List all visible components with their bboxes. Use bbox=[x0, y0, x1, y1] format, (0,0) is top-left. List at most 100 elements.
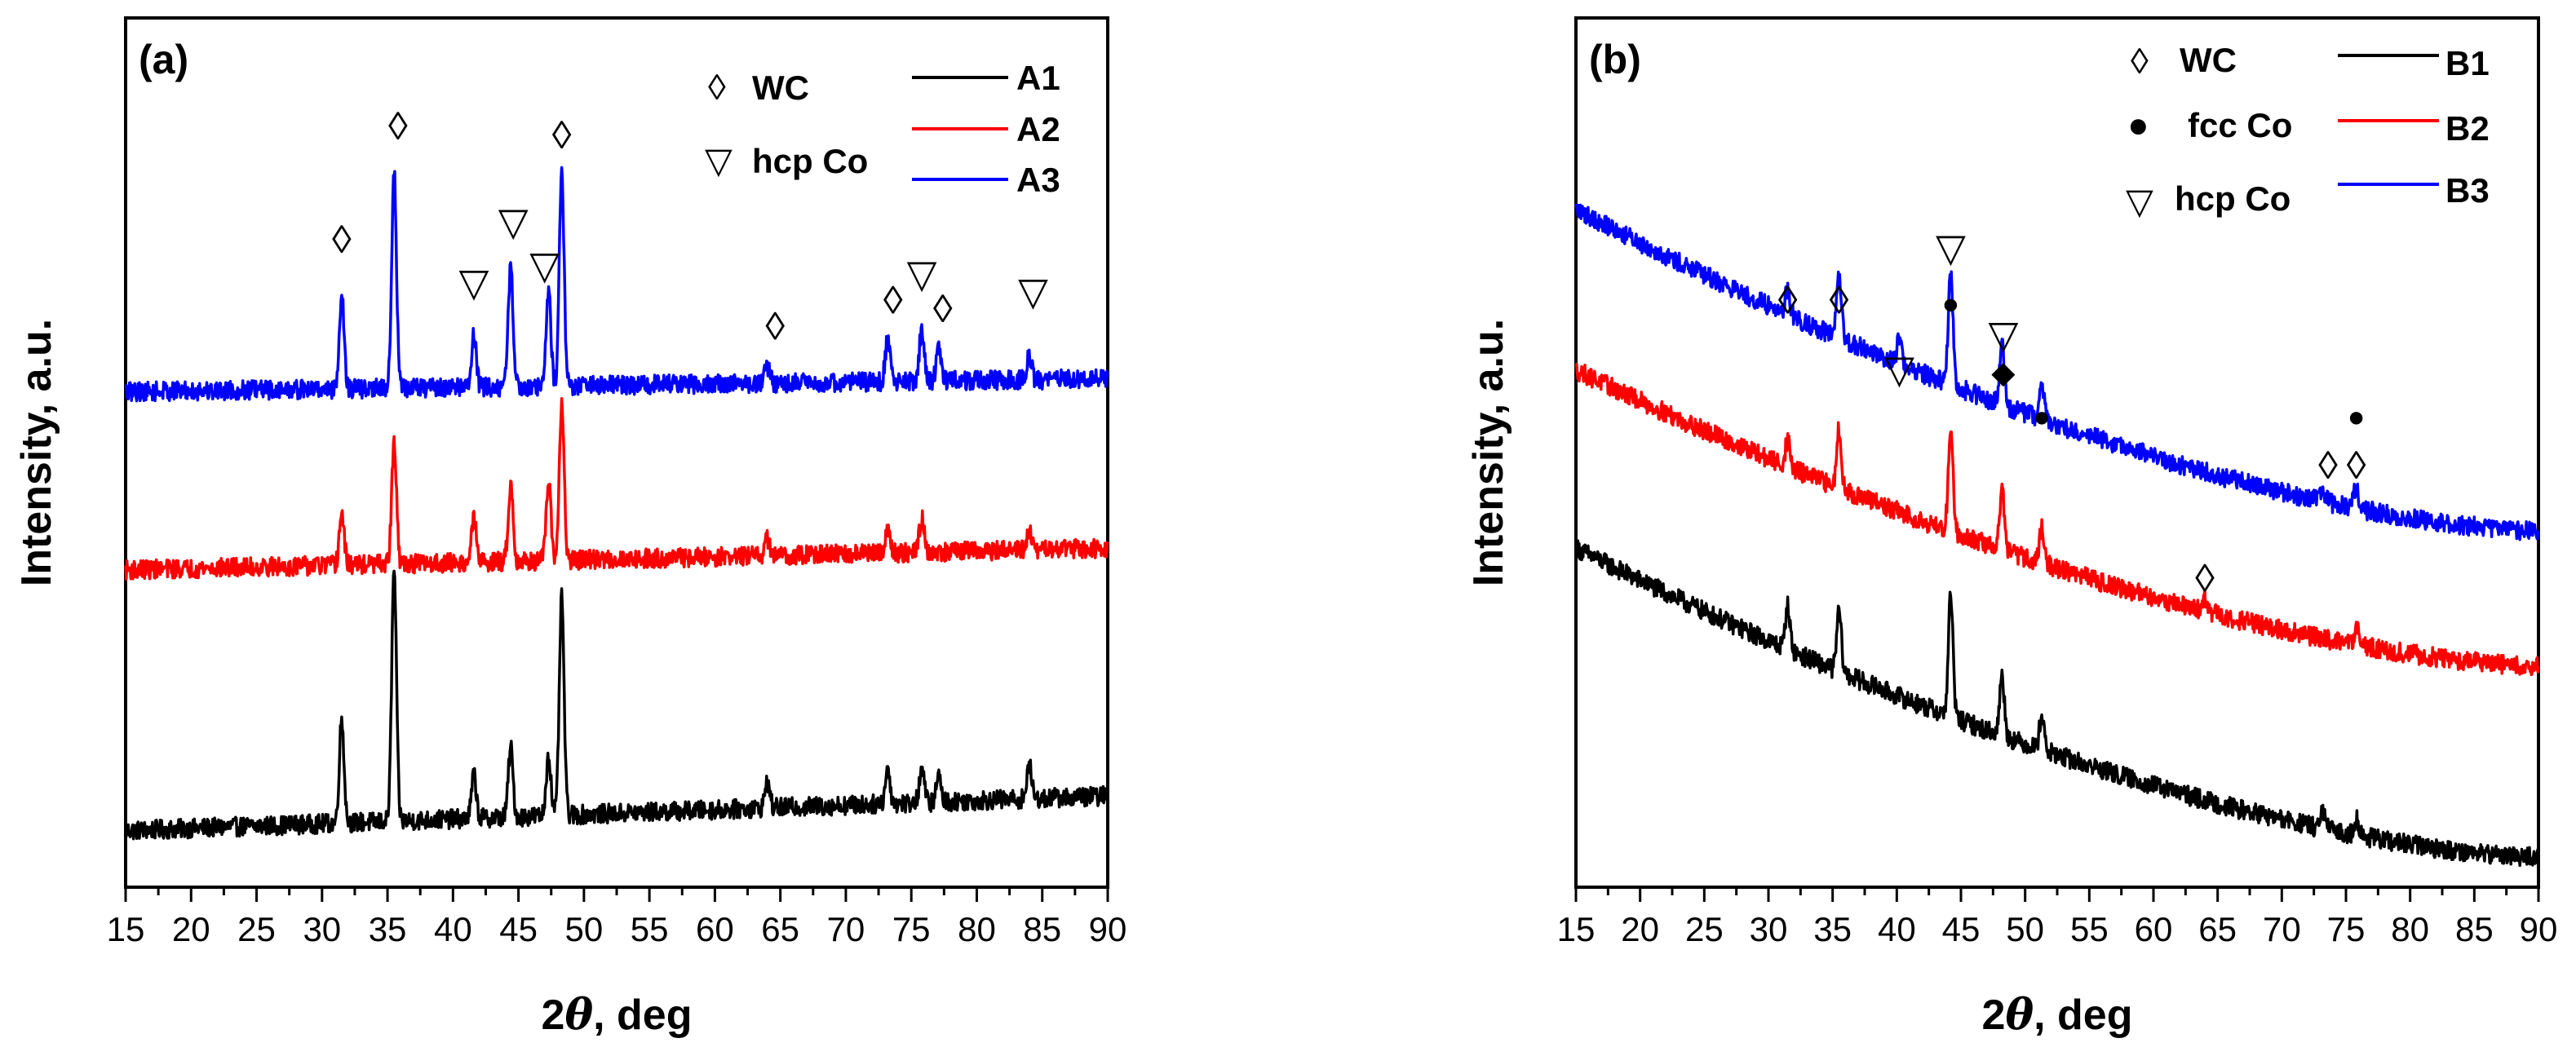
x-tick-label: 90 bbox=[1089, 910, 1127, 948]
x-tick-label: 20 bbox=[1621, 910, 1659, 948]
x-tick-label: 15 bbox=[107, 910, 145, 948]
series-line-b3 bbox=[1574, 203, 2540, 541]
panel-a-y-axis-title: Intensity, a.u. bbox=[13, 319, 60, 586]
panel-b-label: (b) bbox=[1589, 37, 1641, 82]
x-tick-label: 60 bbox=[696, 910, 734, 948]
peak-marker: ▽ bbox=[529, 245, 560, 288]
legend-fcc-co-symbol: ● bbox=[2127, 105, 2149, 145]
peak-marker: ◊ bbox=[2347, 444, 2366, 488]
x-tick-label: 65 bbox=[761, 910, 799, 948]
x-tick-label: 50 bbox=[2006, 910, 2044, 948]
peak-marker: ▽ bbox=[459, 262, 489, 305]
panel-a-series-legend: A1 A2 A3 bbox=[912, 59, 1060, 199]
panel-b-y-axis-title: Intensity, a.u. bbox=[1465, 319, 1512, 586]
panel-b: 15 20 25 30 35 40 45 50 55 60 65 70 75 80 85 90 ◊ ◊▽▽●▽◆… bbox=[1465, 16, 2558, 1040]
x-axis-title-theta: θ bbox=[564, 990, 593, 1040]
panel-b-phase-legend: ◊ WC ● fcc Co ▽ hcp Co bbox=[2126, 41, 2292, 222]
legend-b2-label: B2 bbox=[2445, 109, 2490, 148]
x-tick-label: 70 bbox=[2263, 910, 2301, 948]
x-tick-label: 55 bbox=[2070, 910, 2109, 948]
panel-a-x-ticks: 15 20 25 30 35 40 45 50 55 60 65 70 75 80 85 90 bbox=[107, 887, 1127, 948]
x-axis-title-suffix: , deg bbox=[2034, 992, 2132, 1039]
panel-b-peak-markers: ◊ ◊▽▽●▽◆●◊◊ ◊● bbox=[1778, 227, 2366, 600]
peak-marker: ◊ bbox=[2195, 558, 2215, 601]
series-line-b2 bbox=[1574, 362, 2540, 677]
panel-a-peak-markers: ◊◊▽▽▽◊◊◊▽◊ ▽ bbox=[332, 105, 1048, 348]
panel-a-phase-legend: ◊ WC ▽ hcp Co bbox=[705, 68, 868, 181]
panel-b-series bbox=[1574, 203, 2540, 868]
peak-marker: ▽ bbox=[1936, 227, 1966, 270]
x-tick-label: 85 bbox=[1023, 910, 1061, 948]
x-tick-label: 20 bbox=[172, 910, 210, 948]
peak-marker: ▽ bbox=[1018, 271, 1048, 314]
peak-marker: ◊ bbox=[1830, 279, 1849, 322]
legend-wc-symbol: ◊ bbox=[2131, 42, 2149, 82]
series-line-b1 bbox=[1574, 539, 2540, 868]
panel-a-frame bbox=[124, 16, 1109, 889]
x-tick-label: 75 bbox=[892, 910, 931, 948]
x-tick-label: 70 bbox=[827, 910, 865, 948]
panel-a-x-axis-title: 2θ, deg bbox=[542, 990, 693, 1040]
x-tick-label: 40 bbox=[1878, 910, 1916, 948]
x-tick-label: 45 bbox=[1942, 910, 1981, 948]
x-tick-label: 15 bbox=[1557, 910, 1596, 948]
x-tick-label: 50 bbox=[565, 910, 604, 948]
x-tick-label: 35 bbox=[369, 910, 407, 948]
peak-marker: ◊ bbox=[933, 288, 953, 331]
legend-b3-label: B3 bbox=[2445, 171, 2490, 210]
peak-marker: ● bbox=[2033, 400, 2051, 433]
peak-marker: ◊ bbox=[765, 305, 785, 348]
series-line-a3 bbox=[124, 166, 1109, 403]
x-tick-label: 80 bbox=[2391, 910, 2429, 948]
panel-b-frame bbox=[1574, 16, 2540, 889]
legend-a1-label: A1 bbox=[1016, 59, 1060, 97]
x-tick-label: 30 bbox=[303, 910, 341, 948]
x-tick-label: 30 bbox=[1750, 910, 1788, 948]
peak-marker: ▽ bbox=[498, 201, 529, 245]
legend-wc-symbol: ◊ bbox=[708, 68, 726, 108]
peak-marker: ◆ bbox=[1991, 356, 2016, 391]
x-axis-title-suffix: , deg bbox=[593, 992, 692, 1039]
panel-b-x-ticks: 15 20 25 30 35 40 45 50 55 60 65 70 75 80 85 90 bbox=[1557, 887, 2558, 948]
legend-hcp-co-symbol: ▽ bbox=[2126, 182, 2153, 222]
legend-wc-label: WC bbox=[752, 68, 809, 107]
x-tick-label: 85 bbox=[2455, 910, 2494, 948]
peak-marker: ◊ bbox=[883, 279, 903, 322]
peak-marker: ◊ bbox=[552, 114, 572, 157]
peak-marker: ▽ bbox=[907, 253, 937, 296]
peak-marker: ◊ bbox=[388, 105, 408, 148]
legend-a2-label: A2 bbox=[1016, 110, 1060, 148]
panel-b-x-axis-title: 2θ, deg bbox=[1982, 990, 2133, 1040]
legend-hcp-co-symbol: ▽ bbox=[705, 141, 733, 181]
panel-b-series-legend: B1 B2 B3 bbox=[2338, 44, 2490, 210]
panel-a: 15 20 25 30 35 40 45 50 55 60 65 70 75 80 85 90 ◊◊▽▽▽◊◊… bbox=[13, 16, 1127, 1040]
x-axis-title-prefix: 2 bbox=[542, 992, 565, 1039]
legend-a3-label: A3 bbox=[1016, 161, 1060, 199]
x-tick-label: 55 bbox=[631, 910, 669, 948]
x-tick-label: 75 bbox=[2327, 910, 2366, 948]
legend-b1-label: B1 bbox=[2445, 44, 2490, 82]
panel-a-label: (a) bbox=[139, 37, 188, 82]
peak-marker: ▽ bbox=[1884, 349, 1914, 392]
peak-marker: ▽ bbox=[1988, 314, 2018, 357]
peak-marker: ● bbox=[1942, 286, 1960, 320]
x-tick-label: 40 bbox=[434, 910, 472, 948]
legend-hcp-co-label: hcp Co bbox=[752, 142, 868, 180]
peak-marker: ◊ bbox=[2318, 444, 2338, 488]
panel-a-series bbox=[124, 166, 1109, 841]
x-tick-label: 35 bbox=[1813, 910, 1852, 948]
series-line-a2 bbox=[124, 397, 1109, 581]
legend-wc-label: WC bbox=[2180, 41, 2237, 79]
x-tick-label: 90 bbox=[2520, 910, 2558, 948]
x-tick-label: 25 bbox=[237, 910, 276, 948]
x-tick-label: 45 bbox=[499, 910, 538, 948]
x-tick-label: 25 bbox=[1685, 910, 1724, 948]
x-axis-title-theta: θ bbox=[2005, 990, 2034, 1040]
peak-marker: ● bbox=[2348, 400, 2366, 433]
peak-marker: ◊ bbox=[1778, 279, 1798, 322]
legend-fcc-co-label: fcc Co bbox=[2188, 106, 2292, 144]
legend-hcp-co-label: hcp Co bbox=[2175, 179, 2291, 218]
x-axis-title-prefix: 2 bbox=[1982, 992, 2006, 1039]
peak-marker: ◊ bbox=[332, 219, 352, 262]
